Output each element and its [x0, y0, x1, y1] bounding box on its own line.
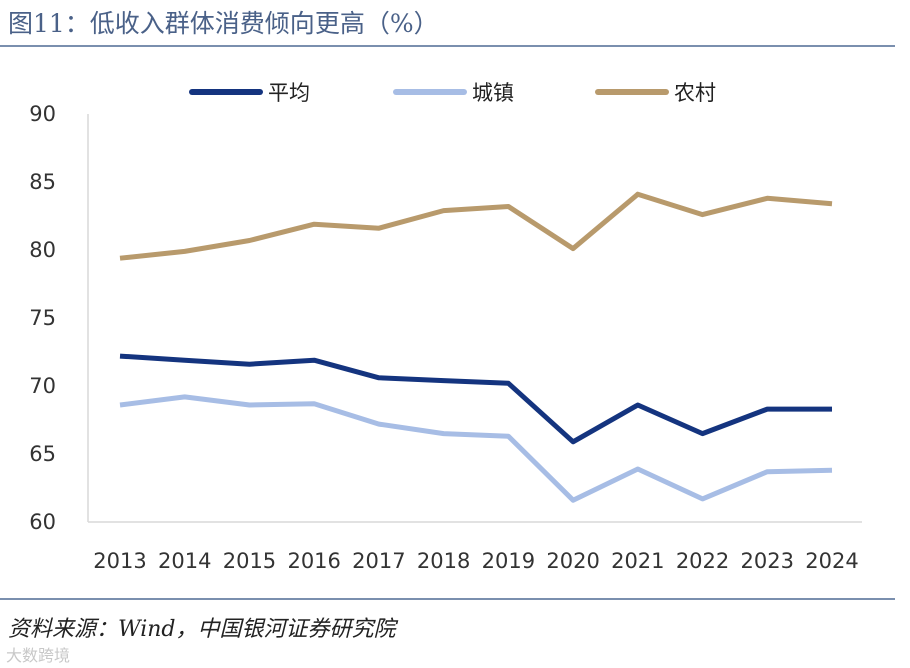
y-tick-label: 90 [29, 102, 56, 126]
x-tick-label: 2016 [287, 549, 340, 573]
y-tick-label: 60 [29, 510, 56, 534]
y-tick-label: 80 [29, 238, 56, 262]
watermark: 大数跨境 [6, 646, 71, 665]
series-line-2 [119, 191, 833, 261]
title-divider [0, 45, 895, 47]
series-line-0 [119, 353, 832, 445]
legend-label: 农村 [674, 81, 716, 105]
chart-title: 图11：低收入群体消费倾向更高（%） [8, 9, 439, 38]
legend: 平均 城镇 农村 [189, 81, 716, 105]
x-tick-label: 2024 [805, 549, 858, 573]
series-line-1 [119, 394, 833, 503]
x-tick-label: 2014 [158, 549, 211, 573]
x-tick-label: 2021 [611, 549, 664, 573]
x-tick-label: 2022 [676, 549, 729, 573]
source-divider [0, 598, 895, 600]
x-tick-label: 2023 [741, 549, 794, 573]
y-tick-label: 85 [29, 170, 56, 194]
x-tick-label: 2018 [417, 549, 470, 573]
source-note: 资料来源：Wind，中国银河证券研究院 [8, 617, 396, 642]
x-tick-label: 2019 [482, 549, 535, 573]
legend-label: 平均 [268, 81, 310, 105]
axes: 60 65 70 75 80 85 90 2013 2014 2015 2016 2017 2018 20… [29, 102, 862, 573]
y-tick-label: 70 [29, 374, 56, 398]
x-tick-label: 2020 [546, 549, 599, 573]
series-lines [119, 191, 833, 503]
x-tick-label: 2013 [93, 549, 146, 573]
y-tick-label: 75 [29, 306, 56, 330]
x-tick-label: 2015 [223, 549, 276, 573]
legend-label: 城镇 [472, 81, 514, 105]
line-chart: 平均 城镇 农村 60 65 70 75 80 85 90 2013 2014 2015 2016 201… [29, 81, 862, 573]
x-tick-label: 2017 [352, 549, 405, 573]
y-tick-label: 65 [29, 442, 56, 466]
